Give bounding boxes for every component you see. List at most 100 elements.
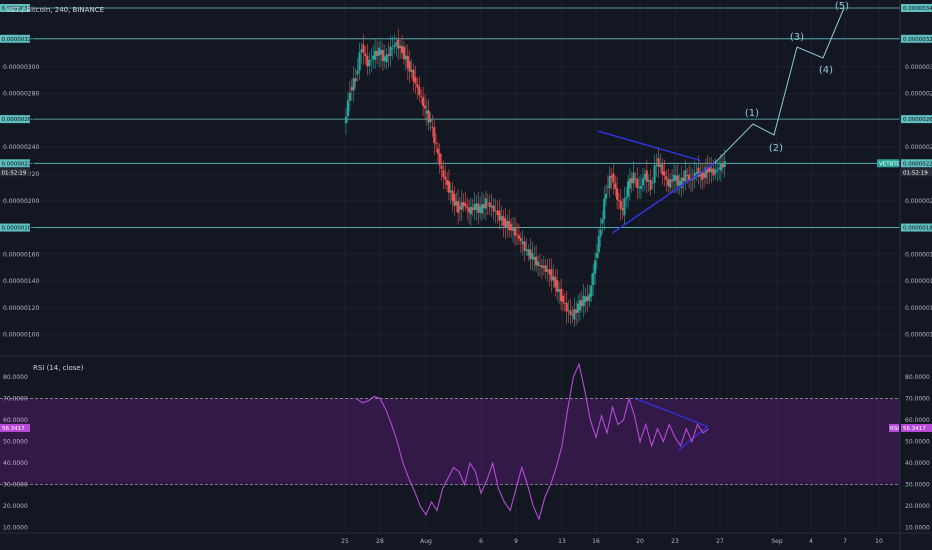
candle-body (706, 167, 709, 173)
candle-body (580, 300, 583, 307)
candle-body (447, 181, 451, 193)
right-axis-tick-label: 0.00000100 (905, 332, 932, 339)
candle-body (383, 56, 386, 62)
right-axis-tick-label: 0.00000120 (905, 305, 932, 312)
candle-body (584, 296, 587, 303)
candle-body (615, 188, 619, 200)
right-countdown-label: 01:52:19 (903, 170, 928, 176)
rsi-right-tick-label: 70.0000 (905, 396, 930, 403)
candle-body (521, 241, 524, 245)
rsi-right-tick-label: 50.0000 (905, 439, 930, 446)
candle-body (710, 168, 713, 173)
candle-body (531, 253, 534, 260)
time-axis-tick-label: 23 (671, 538, 679, 545)
candle-body (494, 210, 497, 212)
candle-body (513, 227, 517, 236)
rsi-upper-trendline[interactable] (635, 398, 708, 428)
candle-body (431, 126, 434, 128)
candle-body (556, 280, 559, 292)
candle-body (404, 55, 407, 60)
candle-body (379, 50, 383, 55)
candle-body (519, 238, 522, 242)
candle-body (538, 265, 542, 267)
candle-body (486, 202, 489, 204)
rsi-right-tick-label: 30.0000 (905, 482, 930, 489)
time-axis-tick-label: 6 (479, 538, 483, 545)
candle-body (592, 273, 595, 286)
time-axis-tick-label: 16 (592, 538, 600, 545)
right-countdown-tag (901, 168, 932, 177)
rsi-line (356, 362, 710, 521)
candle-body (372, 55, 375, 60)
candle-body (691, 178, 694, 180)
time-axis-tick-label: 13 (558, 538, 566, 545)
time-axis-tick-label: Aug (420, 538, 432, 545)
candle-body (471, 207, 474, 211)
candle-body (400, 45, 404, 54)
candle-body (473, 204, 476, 210)
candle-body (659, 164, 662, 168)
candle-body (533, 256, 536, 260)
elliott-wave-label: (5) (835, 1, 849, 12)
candle-body (387, 54, 390, 56)
candle-body (634, 178, 637, 180)
candle-body (569, 310, 572, 315)
right-level-tag (901, 34, 932, 43)
price-tags: 0.00000344 0.00000344 0.00000321 0.00000321… (0, 4, 932, 432)
rsi-left-tick-label: 40.0000 (3, 460, 28, 467)
candle-body (701, 171, 704, 180)
rsi-left-tick-label: 80.0000 (3, 374, 28, 381)
candle-body (576, 303, 580, 313)
right-level-tag (901, 4, 932, 12)
candle-body (625, 197, 628, 199)
triangle-upper-trendline[interactable] (598, 130, 702, 162)
candle-body (628, 178, 632, 189)
candle-body (687, 174, 691, 181)
horizontal-levels[interactable] (0, 7, 900, 228)
right-level-tag-label: 0.00000261 (903, 117, 932, 123)
candle-body (678, 181, 681, 186)
candle-body (444, 176, 447, 180)
candle-body (626, 181, 630, 198)
candle-body (708, 166, 711, 173)
candle-body (721, 163, 724, 168)
candle-body (529, 249, 532, 260)
candle-body (456, 201, 460, 213)
elliott-wave-label: (2) (769, 143, 783, 154)
candle-body (641, 178, 645, 186)
candle-body (344, 116, 348, 124)
time-axis-tick-label: 20 (636, 538, 644, 545)
candle-body (637, 187, 641, 189)
candle-body (649, 180, 652, 191)
candle-body (399, 45, 402, 49)
candle-body (458, 206, 462, 210)
candle-body (504, 218, 507, 228)
rsi-right-tick-label: 10.0000 (905, 525, 930, 532)
candle-body (477, 203, 480, 213)
symbol-tag (877, 159, 899, 168)
time-axis-tick-label: 7 (843, 538, 847, 545)
candle-body (462, 201, 465, 207)
rsi-name-label: RSI (890, 426, 899, 432)
candle-body (544, 265, 547, 272)
candle-body (436, 148, 440, 154)
candle-body (460, 202, 463, 210)
candle-body (467, 207, 471, 213)
candle-body (508, 220, 511, 231)
candle-body (395, 42, 398, 46)
triangle-lower-trendline[interactable] (612, 162, 715, 234)
candle-body (427, 110, 430, 123)
elliott-wave-path[interactable] (714, 7, 845, 164)
left-level-tag (0, 4, 30, 12)
candle-body (712, 168, 715, 176)
rsi-right-tick-label: 60.0000 (905, 417, 930, 424)
candle-body (575, 309, 578, 313)
right-level-tag (901, 115, 932, 124)
trendline-drawings[interactable] (598, 130, 715, 451)
candle-body (604, 193, 608, 199)
elliott-wave-labels[interactable]: (1) (2) (3) (4) (5) (714, 1, 849, 164)
candle-body (385, 54, 388, 63)
candle-body (451, 190, 454, 201)
candle-body (714, 170, 717, 174)
